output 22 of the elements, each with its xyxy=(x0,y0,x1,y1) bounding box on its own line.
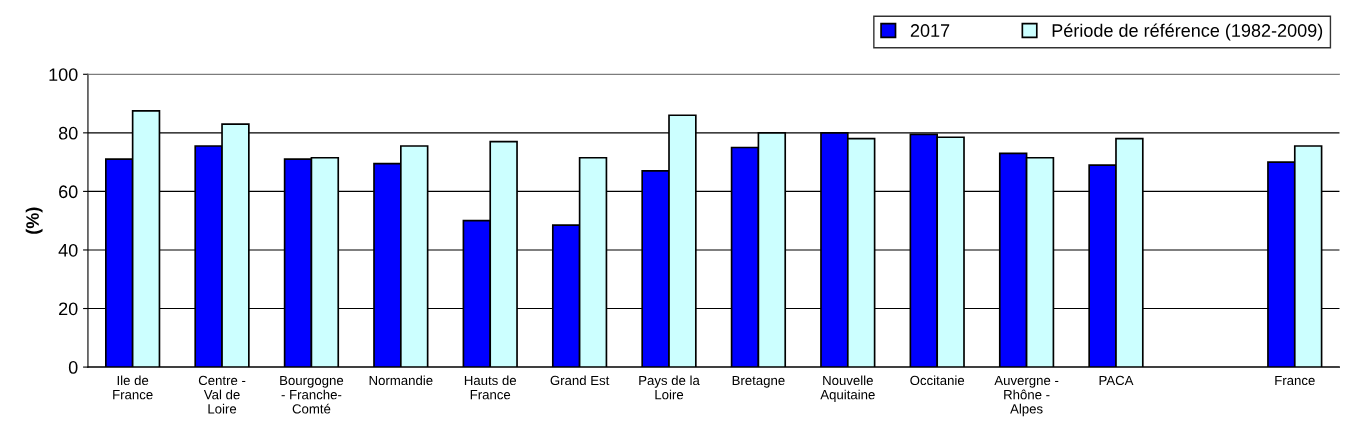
y-tick-label: 100 xyxy=(49,68,78,82)
x-tick-label: Grand Est xyxy=(550,375,610,386)
x-tick-label: Ile de France xyxy=(113,375,153,400)
x-tick-label: PACA xyxy=(1099,375,1134,386)
legend-label: 2017 xyxy=(910,24,950,37)
legend-label: Période de référence (1982-2009) xyxy=(1052,23,1323,41)
y-tick-label: 60 xyxy=(59,185,78,199)
x-tick-label: Auvergne - Rhône - Alpes xyxy=(994,375,1059,417)
x-tick-label: Centre - Val de Loire xyxy=(198,375,246,414)
x-tick-label: Nouvelle Aquitaine xyxy=(820,375,875,402)
y-tick-label: 0 xyxy=(68,361,78,374)
x-tick-label: Occitanie xyxy=(910,375,965,386)
y-tick-label: 20 xyxy=(59,302,78,316)
x-tick-label: France xyxy=(1275,375,1315,386)
y-axis-title: (%) xyxy=(25,207,43,234)
x-tick-label: Pays de la Loire xyxy=(639,375,700,400)
x-tick-label: Normandie xyxy=(369,375,433,386)
x-tick-label: Hauts de France xyxy=(464,375,517,400)
x-tick-label: Bourgogne - Franche- Comté xyxy=(280,375,344,414)
x-tick-label: Bretagne xyxy=(732,375,785,388)
y-tick-label: 40 xyxy=(58,243,78,257)
y-tick-label: 80 xyxy=(58,126,78,140)
